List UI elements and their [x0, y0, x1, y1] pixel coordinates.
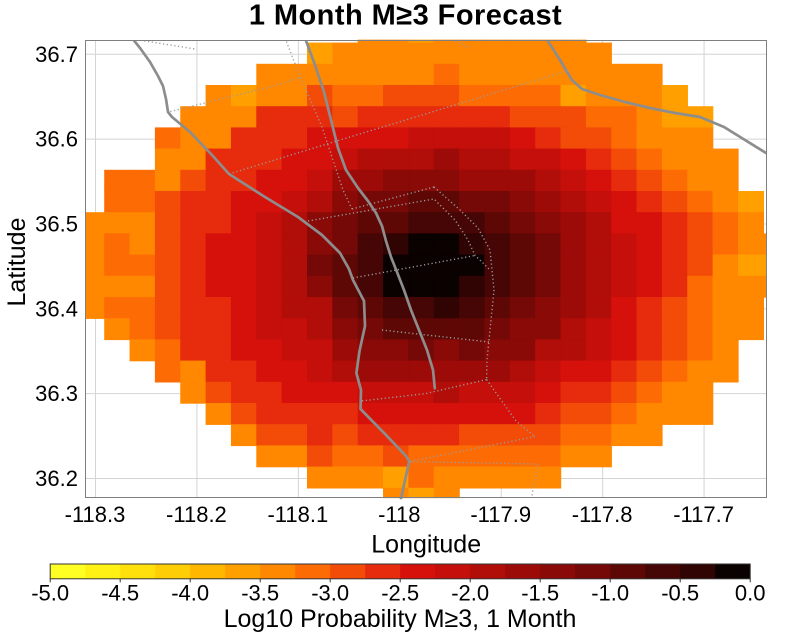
- svg-text:36.3: 36.3: [35, 381, 78, 406]
- svg-text:36.7: 36.7: [35, 42, 78, 67]
- svg-text:-1.0: -1.0: [591, 581, 629, 606]
- svg-text:-118.1: -118.1: [267, 502, 328, 527]
- svg-text:1 Month M≥3 Forecast: 1 Month M≥3 Forecast: [249, 0, 562, 32]
- svg-text:-1.5: -1.5: [521, 581, 559, 606]
- svg-text:0.0: 0.0: [735, 581, 766, 606]
- svg-text:-3.5: -3.5: [241, 581, 279, 606]
- svg-text:Log10 Probability M≥3, 1 Month: Log10 Probability M≥3, 1 Month: [224, 605, 577, 633]
- svg-text:-5.0: -5.0: [31, 581, 69, 606]
- svg-text:-117.8: -117.8: [572, 502, 633, 527]
- svg-text:-118.2: -118.2: [166, 502, 227, 527]
- svg-text:-0.5: -0.5: [661, 581, 699, 606]
- svg-text:-117.7: -117.7: [673, 502, 734, 527]
- svg-text:Longitude: Longitude: [371, 531, 481, 559]
- svg-text:-3.0: -3.0: [311, 581, 349, 606]
- svg-text:36.4: 36.4: [35, 296, 78, 321]
- svg-text:-4.5: -4.5: [101, 581, 139, 606]
- svg-text:36.5: 36.5: [35, 211, 78, 236]
- svg-text:36.2: 36.2: [35, 466, 78, 491]
- svg-text:-2.5: -2.5: [381, 581, 419, 606]
- svg-text:-118.3: -118.3: [65, 502, 126, 527]
- svg-text:-4.0: -4.0: [171, 581, 209, 606]
- svg-text:Latitude: Latitude: [3, 218, 31, 307]
- svg-text:36.6: 36.6: [35, 127, 78, 152]
- svg-text:-118: -118: [378, 502, 420, 527]
- svg-text:-117.9: -117.9: [470, 502, 531, 527]
- svg-text:-2.0: -2.0: [451, 581, 489, 606]
